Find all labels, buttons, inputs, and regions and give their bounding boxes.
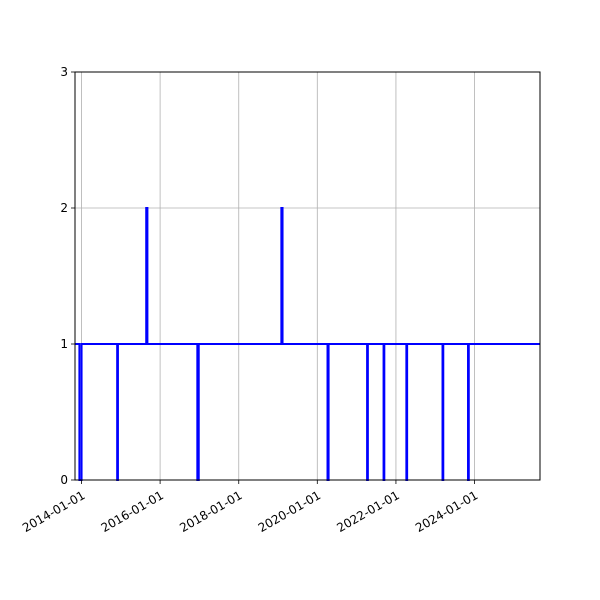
y-tick-label: 0 — [60, 473, 68, 487]
y-tick-label: 1 — [60, 337, 68, 351]
y-axis: 0 1 2 3 — [60, 65, 75, 487]
y-tick-label: 2 — [60, 201, 68, 215]
y-tick-label: 3 — [60, 65, 68, 79]
plot-frame — [74, 71, 541, 481]
